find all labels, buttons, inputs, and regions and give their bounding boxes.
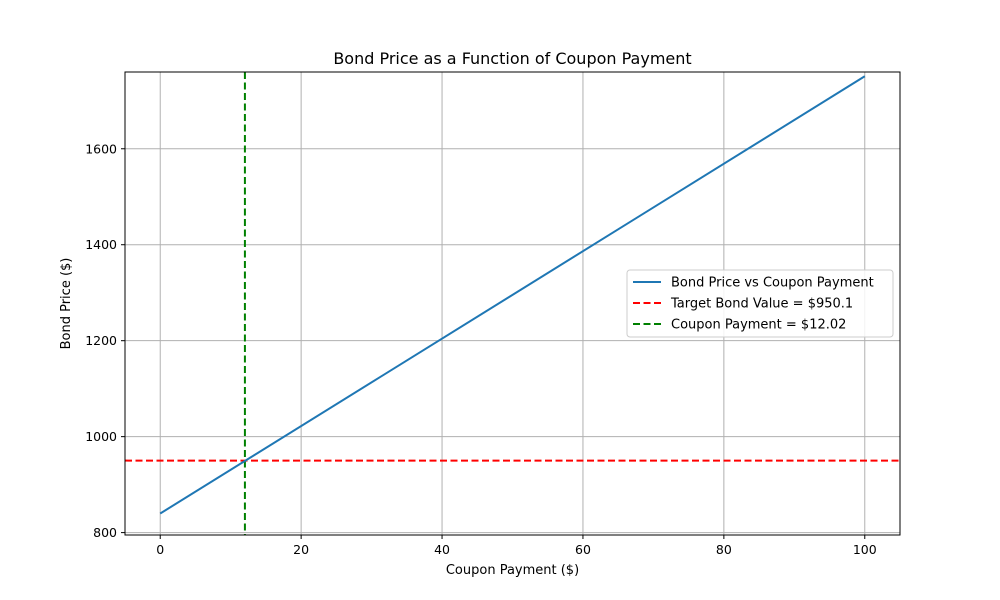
x-tick-label: 60 (575, 542, 591, 557)
x-axis-ticks: 0 20 40 60 80 100 (156, 535, 877, 557)
bond-price-series-line (159, 75, 866, 515)
x-tick-label: 100 (853, 542, 877, 557)
legend-entry-coupon-payment-label: Coupon Payment = $12.02 (671, 318, 846, 333)
series-lines (159, 75, 866, 515)
x-axis-title: Coupon Payment ($) (446, 563, 579, 578)
legend: Bond Price vs Coupon Payment Target Bond … (626, 269, 894, 338)
reference-lines (125, 72, 900, 535)
y-tick-label: 1000 (85, 429, 117, 444)
chart-title: Bond Price as a Function of Coupon Payme… (333, 49, 691, 68)
x-tick-label: 20 (293, 542, 309, 557)
y-tick-label: 800 (93, 525, 117, 540)
y-tick-label: 1400 (85, 237, 117, 252)
x-tick-label: 40 (434, 542, 450, 557)
x-tick-label: 0 (156, 542, 164, 557)
y-tick-label: 1200 (85, 333, 117, 348)
y-tick-label: 1600 (85, 141, 117, 156)
legend-entry-bond-price-label: Bond Price vs Coupon Payment (671, 276, 874, 291)
x-tick-label: 80 (716, 542, 732, 557)
legend-entry-target-bond-value-label: Target Bond Value = $950.1 (670, 297, 853, 312)
y-axis-title: Bond Price ($) (59, 258, 74, 350)
plot-area-frame (124, 71, 901, 536)
legend-box (626, 269, 894, 338)
y-axis-ticks: 800 1000 1200 1400 1600 (85, 141, 125, 540)
